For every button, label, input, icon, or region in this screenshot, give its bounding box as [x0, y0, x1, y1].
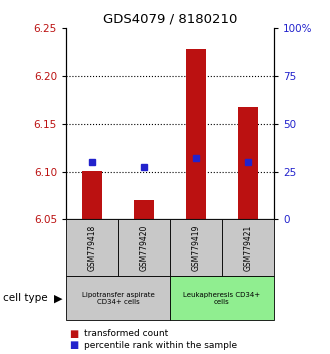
Text: GSM779418: GSM779418: [87, 225, 96, 271]
Bar: [134, 200, 154, 219]
Bar: [66, 276, 170, 320]
Text: GSM779421: GSM779421: [244, 225, 252, 271]
Text: transformed count: transformed count: [84, 329, 168, 338]
Title: GDS4079 / 8180210: GDS4079 / 8180210: [103, 13, 237, 26]
Bar: [66, 219, 118, 276]
Bar: [170, 276, 274, 320]
Text: Leukapheresis CD34+
cells: Leukapheresis CD34+ cells: [183, 292, 260, 305]
Text: cell type: cell type: [3, 293, 48, 303]
Text: ▶: ▶: [54, 293, 63, 303]
Text: GSM779419: GSM779419: [191, 224, 200, 271]
Bar: [238, 107, 258, 219]
Text: ■: ■: [69, 329, 79, 339]
Text: Lipotransfer aspirate
CD34+ cells: Lipotransfer aspirate CD34+ cells: [82, 292, 154, 305]
Bar: [185, 49, 206, 219]
Bar: [118, 219, 170, 276]
Text: percentile rank within the sample: percentile rank within the sample: [84, 341, 237, 350]
Bar: [82, 171, 102, 219]
Text: GSM779420: GSM779420: [140, 224, 148, 271]
Text: ■: ■: [69, 340, 79, 350]
Bar: [222, 219, 274, 276]
Bar: [170, 219, 222, 276]
